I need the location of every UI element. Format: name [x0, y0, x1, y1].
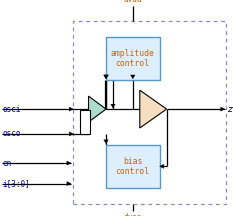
- Text: osci: osci: [2, 105, 21, 114]
- Polygon shape: [69, 107, 73, 111]
- Polygon shape: [140, 90, 167, 128]
- Polygon shape: [67, 161, 71, 165]
- Polygon shape: [221, 107, 225, 111]
- Polygon shape: [160, 164, 164, 168]
- Text: z: z: [227, 105, 232, 114]
- Text: amplitude
control: amplitude control: [111, 49, 155, 68]
- Polygon shape: [130, 75, 135, 79]
- Bar: [73, 21, 226, 204]
- Polygon shape: [69, 132, 73, 136]
- Polygon shape: [89, 96, 106, 122]
- Text: i[3:0]: i[3:0]: [2, 179, 30, 188]
- Bar: [106, 145, 160, 188]
- Text: bias
control: bias control: [116, 157, 150, 176]
- Polygon shape: [104, 75, 108, 79]
- Polygon shape: [67, 181, 71, 186]
- Text: dvdd: dvdd: [123, 0, 142, 4]
- Bar: [106, 37, 160, 80]
- Polygon shape: [111, 104, 115, 108]
- Text: dvss: dvss: [123, 213, 142, 216]
- Polygon shape: [104, 75, 108, 79]
- Polygon shape: [104, 140, 108, 144]
- Text: en: en: [2, 159, 12, 168]
- Text: osco: osco: [2, 129, 21, 138]
- Bar: [80, 110, 90, 134]
